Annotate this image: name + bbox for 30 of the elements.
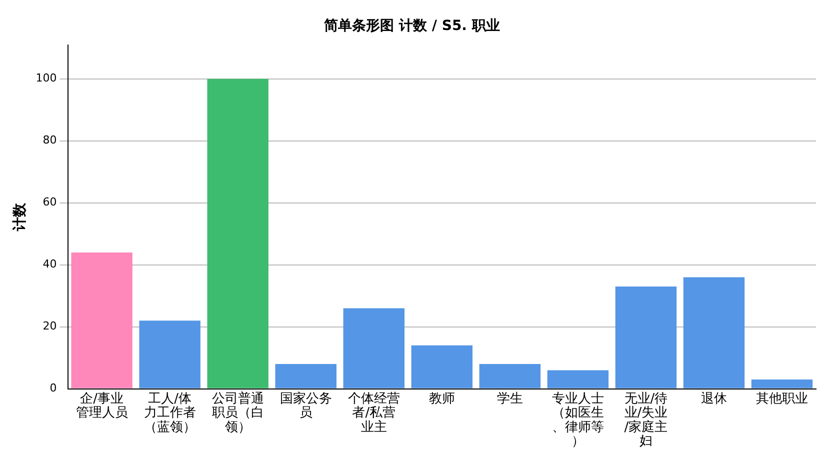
bar [547, 370, 609, 388]
y-tick-label: 40 [42, 258, 57, 271]
x-tick-label: 个体经营者/私营业主 [348, 391, 400, 435]
x-tick-label: 其他职业 [756, 391, 808, 406]
bar [139, 320, 200, 388]
x-tick-label: 国家公务员 [280, 390, 332, 421]
y-tick-label: 80 [42, 134, 57, 147]
y-tick-label: 20 [42, 320, 57, 333]
bar [615, 286, 677, 388]
bar [71, 252, 132, 388]
x-tick-label: 专业人士（如医生、律师等） [552, 391, 604, 450]
x-tick-label: 退休 [700, 391, 727, 406]
x-tick-label: 公司普通职员（白领） [212, 390, 264, 435]
chart-title: 简单条形图 计数 / S5. 职业 [323, 18, 500, 34]
y-tick-label: 0 [50, 382, 57, 395]
bar [751, 380, 813, 388]
bar [479, 364, 541, 388]
y-tick-label: 100 [36, 72, 57, 85]
x-tick-label: 无业/待业/失业/家庭主妇 [624, 391, 668, 450]
x-tick-label: 工人/体力工作者（蓝领） [144, 391, 196, 435]
bar [683, 277, 745, 388]
bar [207, 78, 268, 388]
bar [411, 345, 473, 388]
y-axis-title: 计数 [12, 202, 28, 232]
x-tick-label: 学生 [496, 391, 523, 406]
x-tick-label: 教师 [428, 391, 455, 406]
bar [343, 308, 404, 388]
y-tick-label: 60 [42, 196, 57, 209]
x-tick-label: 企/事业管理人员 [76, 391, 128, 421]
bar [275, 364, 336, 388]
